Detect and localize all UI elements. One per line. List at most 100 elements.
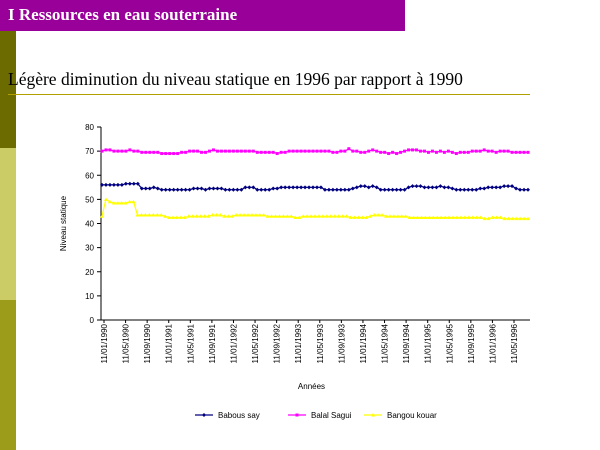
series-3-point [482,216,487,221]
series-2-point [450,150,454,154]
series-2-point [415,148,419,152]
series-3-point [198,214,203,218]
series-3-point [273,214,278,218]
series-2-point [132,149,136,153]
series-3-point [324,214,329,218]
series-2-point [407,148,411,152]
series-2-point [144,150,148,154]
series-1-point [322,187,327,192]
series-3-point [202,214,207,218]
series-1-point [247,185,252,190]
series-2-point [251,149,255,153]
series-2-point [327,149,331,153]
series-3-point [372,213,377,217]
series-3-point [348,215,353,219]
series-3-point [143,213,148,217]
series-2-point [363,150,367,154]
series-2-point [311,149,315,153]
series-3-point [115,200,120,205]
series-1-point [470,187,475,192]
series-3-point [171,215,175,219]
series-1-point [199,186,204,191]
series-3-point [309,214,314,218]
series-3-point [194,214,199,218]
series-3-point [403,214,408,218]
series-1-point [100,182,104,187]
y-tick-label: 0 [90,316,95,325]
series-3-point [245,213,250,217]
series-3-point [466,215,471,219]
series-2-point [347,147,351,151]
legend-label: Bangou kouar [387,411,437,420]
series-3-point [423,215,428,219]
series-1-point [287,185,292,190]
series-2-point [411,148,415,152]
series-2-point [403,149,407,153]
series-3-point [210,213,215,217]
series-3-point [415,215,420,219]
series-3-point [269,214,274,218]
legend-label: Balal Sagui [311,411,352,420]
series-2-point [315,149,319,153]
series-3-point [238,213,243,217]
series-2-point [263,150,267,154]
title-banner: I Ressources en eau souterraine [0,0,405,31]
series-1-point [346,187,351,192]
legend-marker [202,413,206,417]
series-1-point [203,187,208,192]
series-3-point [297,215,302,219]
series-2-point [279,150,283,154]
x-tick-label: 11/01/1994 [359,323,368,363]
series-2-point [120,149,124,153]
series-2-point [299,149,303,153]
series-2-point [438,149,442,153]
series-3-point [186,214,191,218]
series-2-point [462,150,466,154]
series-1-point [231,187,236,192]
series-3-point [257,213,262,217]
series-3-point [419,215,424,219]
series-3-point [163,214,168,218]
series-3-point [123,200,128,205]
slide-title: I Ressources en eau souterraine [8,5,238,24]
series-1-point [311,185,316,190]
series-3-point [155,213,160,217]
x-axis-title: Années [298,382,325,391]
series-2-point [116,149,120,153]
series-1-point [478,186,483,191]
series-3-point [167,215,172,219]
x-tick-label: 11/09/1994 [402,323,411,363]
series-3-point [439,215,444,219]
series-3-point [100,214,104,218]
series-1-point [502,184,507,189]
series-3-point [344,214,349,218]
y-tick-label: 70 [85,147,94,156]
series-2-point [518,150,522,154]
series-2-point [419,149,423,153]
series-1-point [402,187,407,192]
series-3-point [111,200,116,205]
series-3-point [242,213,246,217]
series-2-point [522,150,526,154]
series-2-point [351,149,355,153]
series-2-point [506,149,510,153]
series-3-point [360,215,365,219]
series-2-point [323,149,327,153]
series-2-point [343,149,347,153]
series-1-point [526,187,530,192]
series-3-point [222,214,227,218]
series-3-point [498,215,503,219]
series-3-point [391,214,396,218]
series-3-point [249,213,254,217]
series-3-point [301,214,306,218]
series-1-point [223,187,228,192]
series-1-point [235,187,240,192]
series-2-point [442,150,446,154]
x-tick-label: 11/05/1992 [251,323,260,363]
series-2-point [458,150,462,154]
series-3-point [332,214,337,218]
series-2-point [200,150,204,154]
series-1-point [207,186,212,191]
series-2-point [367,149,371,153]
series-1-point [498,185,503,190]
